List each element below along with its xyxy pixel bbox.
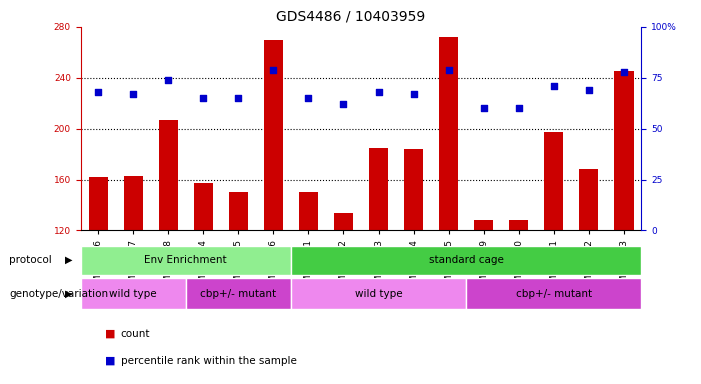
Bar [229, 192, 248, 230]
Text: standard cage: standard cage [429, 255, 503, 265]
Point [373, 89, 384, 95]
Text: ▶: ▶ [65, 255, 72, 265]
Point [618, 69, 629, 75]
Bar [509, 220, 529, 230]
Bar [474, 220, 494, 230]
Bar [334, 213, 353, 230]
Text: ■: ■ [105, 329, 116, 339]
Point [233, 95, 244, 101]
Point [583, 87, 594, 93]
Bar [299, 192, 318, 230]
Bar [193, 183, 213, 230]
Point [408, 91, 419, 97]
Point [198, 95, 209, 101]
Bar [291, 246, 641, 275]
Text: count: count [121, 329, 150, 339]
Bar [614, 71, 634, 230]
Point [478, 105, 489, 111]
Point [513, 105, 524, 111]
Text: ▶: ▶ [65, 289, 72, 299]
Point [443, 66, 454, 73]
Text: percentile rank within the sample: percentile rank within the sample [121, 356, 297, 366]
Bar [264, 40, 283, 230]
Bar [439, 37, 458, 230]
Bar [369, 148, 388, 230]
Point [303, 95, 314, 101]
Bar [88, 177, 108, 230]
Text: cbp+/- mutant: cbp+/- mutant [516, 289, 592, 299]
Bar [158, 120, 178, 230]
Text: wild type: wild type [109, 289, 157, 299]
Text: protocol: protocol [9, 255, 52, 265]
Point [163, 77, 174, 83]
Bar [291, 278, 466, 309]
Bar [123, 176, 143, 230]
Bar [186, 278, 291, 309]
Bar [544, 132, 564, 230]
Point [268, 66, 279, 73]
Text: GDS4486 / 10403959: GDS4486 / 10403959 [276, 10, 425, 23]
Bar [81, 246, 291, 275]
Text: cbp+/- mutant: cbp+/- mutant [200, 289, 276, 299]
Bar [81, 278, 186, 309]
Text: ■: ■ [105, 356, 116, 366]
Text: Env Enrichment: Env Enrichment [144, 255, 227, 265]
Bar [579, 169, 599, 230]
Point [93, 89, 104, 95]
Text: genotype/variation: genotype/variation [9, 289, 108, 299]
Bar [404, 149, 423, 230]
Bar [466, 278, 641, 309]
Point [338, 101, 349, 107]
Point [128, 91, 139, 97]
Text: wild type: wild type [355, 289, 402, 299]
Point [548, 83, 559, 89]
